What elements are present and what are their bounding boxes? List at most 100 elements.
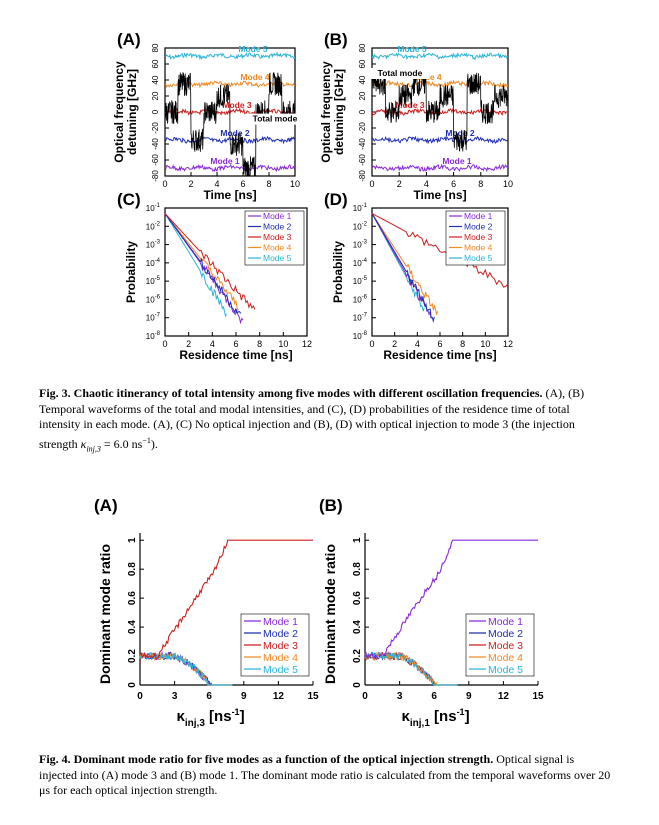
total-mode-label: Total mode [253, 114, 298, 124]
y-tick-label: 0.8 [127, 562, 138, 576]
y-tick-label: 10-6 [353, 294, 368, 304]
x-tick-label: 12 [498, 691, 510, 702]
y-tick-label: 10-2 [353, 221, 368, 231]
x-tick-label: 4 [415, 339, 420, 349]
x-axis-label-part: ] [465, 708, 470, 725]
x-tick-label: 8 [266, 179, 271, 189]
tick-exponent: -4 [362, 258, 368, 264]
x-tick-label: 10 [290, 179, 300, 189]
y-tick-label: 10-4 [353, 258, 368, 268]
y-tick-label: 10-8 [353, 331, 368, 341]
y-tick-label: 10-3 [353, 240, 368, 250]
x-tick-label: 4 [424, 179, 429, 189]
y-tick-label: -80 [358, 170, 367, 182]
legend-entry: Mode 3 [263, 232, 292, 242]
legend-entry: Mode 5 [464, 253, 493, 263]
panel-label: (B) [324, 30, 348, 49]
x-tick-label: 10 [278, 339, 288, 349]
x-axis-label-part: inj,1 [410, 718, 430, 729]
y-tick-label: 60 [358, 59, 367, 68]
tick-base: 10 [353, 259, 362, 268]
mode-label: Mode 5 [238, 44, 268, 54]
x-tick-label: 2 [392, 339, 397, 349]
x-tick-label: 4 [214, 179, 219, 189]
mode-label: Mode 1 [442, 156, 472, 166]
x-axis-label-part: -1 [232, 707, 240, 717]
y-tick-label: 10-8 [146, 331, 161, 341]
x-axis-label-part: κ [177, 708, 186, 725]
tick-base: 10 [353, 241, 362, 250]
x-axis-label: Time [ns] [203, 188, 256, 202]
y-tick-label: 10-7 [353, 313, 368, 323]
total-mode-trace [165, 72, 295, 176]
y-tick-label: -80 [151, 170, 160, 182]
x-axis-label: Residence time [ns] [179, 348, 292, 362]
tick-exponent: -1 [362, 203, 368, 209]
y-tick-label: 0 [127, 682, 138, 688]
y-tick-label: 10-1 [146, 203, 161, 213]
legend-entry: Mode 1 [263, 211, 292, 221]
fig3-caption: Fig. 3. Chaotic itinerancy of total inte… [39, 386, 613, 456]
x-axis-label: Residence time [ns] [383, 348, 496, 362]
panel-label: (C) [117, 190, 141, 209]
probability-curve [371, 213, 439, 315]
legend-entry: Mode 4 [488, 652, 523, 664]
x-tick-label: 6 [437, 339, 442, 349]
x-tick-label: 9 [466, 691, 472, 702]
y-tick-label: 0.2 [127, 649, 138, 663]
probability-curve [164, 213, 242, 314]
y-tick-label: 0.8 [352, 562, 363, 576]
mode-trace [372, 135, 508, 145]
ratio-curve [364, 651, 458, 686]
y-axis-label: Probability [331, 241, 345, 303]
tick-exponent: -2 [362, 221, 368, 227]
fig3-caption-sup: −1 [142, 435, 151, 445]
y-tick-label: 40 [358, 75, 367, 84]
y-tick-label: 20 [358, 91, 367, 100]
ratio-curve [139, 651, 233, 687]
legend-box [244, 210, 305, 266]
legend-entry: Mode 5 [263, 253, 292, 263]
tick-exponent: -4 [155, 258, 161, 264]
total-mode-label-bg [246, 113, 304, 125]
tick-base: 10 [353, 332, 362, 341]
x-axis-label-part: κ [402, 708, 411, 725]
probability-curve [371, 213, 435, 323]
tick-base: 10 [353, 295, 362, 304]
probability-curve [371, 213, 509, 288]
x-tick-label: 6 [233, 339, 238, 349]
legend-entry: Mode 3 [464, 232, 493, 242]
mode-trace [165, 163, 295, 173]
tick-exponent: -6 [362, 294, 368, 300]
mode-label: Mode 1 [210, 156, 240, 166]
x-tick-label: 0 [137, 691, 143, 702]
mode-label: Mode 3 [395, 100, 425, 110]
x-tick-label: 2 [186, 339, 191, 349]
mode-label: Mode 2 [445, 128, 475, 138]
x-tick-label: 0 [362, 691, 368, 702]
x-axis-label: κinj,3 [ns-1] [177, 707, 245, 729]
x-tick-label: 10 [480, 339, 490, 349]
fig3-panel-b: (B) 0 2 4 6 8 10 Time [ns] 80 60 40 20 0 -20 -40 -60 -80… [319, 30, 513, 202]
y-tick-label: 80 [358, 43, 367, 52]
y-tick-label: 40 [151, 75, 160, 84]
mode-label: Mode 3 [222, 100, 252, 110]
x-axis-label-part: ] [240, 708, 245, 725]
tick-base: 10 [353, 277, 362, 286]
tick-exponent: -5 [155, 276, 161, 282]
legend-entry: Mode 5 [488, 664, 523, 676]
x-tick-label: 15 [307, 691, 319, 702]
tick-exponent: -3 [155, 240, 161, 246]
legend-entry: Mode 4 [263, 652, 298, 664]
x-tick-label: 4 [210, 339, 215, 349]
legend-entry: Mode 3 [488, 640, 523, 652]
mode-label: Mode 5 [397, 44, 427, 54]
legend-entry: Mode 3 [263, 640, 298, 652]
x-tick-label: 8 [257, 339, 262, 349]
tick-exponent: -3 [362, 240, 368, 246]
fig3-caption-text: (A), (B) Temporal waveforms of the total… [39, 386, 585, 451]
probability-curve [164, 213, 227, 318]
y-tick-label: 10-4 [146, 258, 161, 268]
x-tick-label: 2 [188, 179, 193, 189]
tick-exponent: -6 [155, 294, 161, 300]
